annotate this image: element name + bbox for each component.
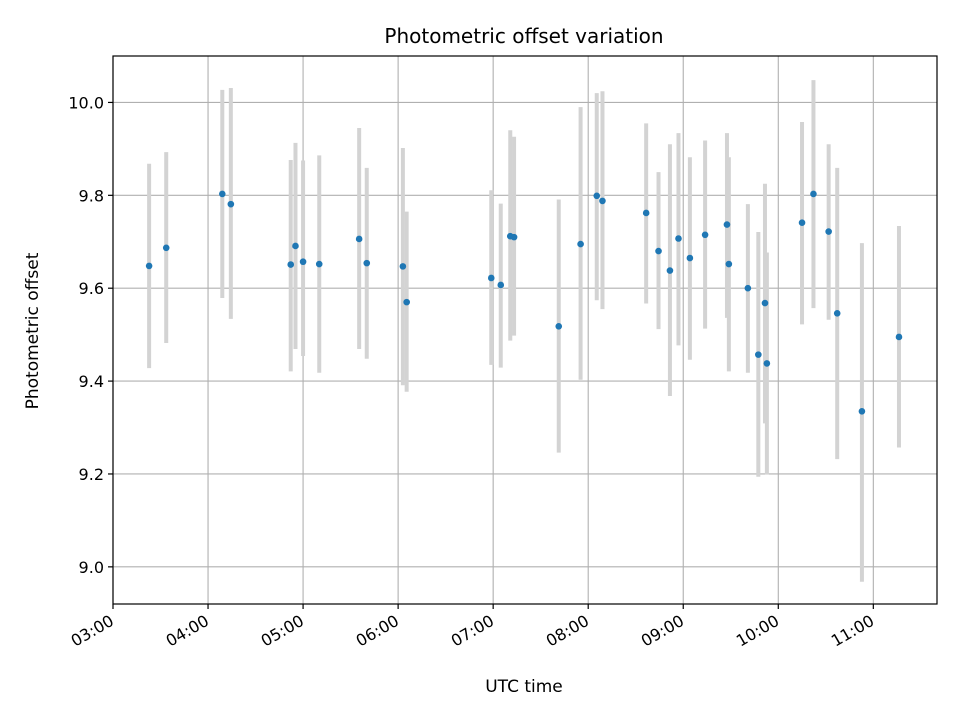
data-point — [555, 322, 563, 330]
data-point — [599, 197, 606, 205]
data-point — [299, 258, 307, 266]
data-point — [510, 233, 518, 241]
data-point — [577, 240, 584, 248]
data-point — [363, 259, 371, 267]
data-point — [725, 260, 733, 268]
data-point — [497, 281, 505, 289]
data-point — [723, 221, 731, 228]
data-points — [145, 190, 903, 415]
data-point — [858, 407, 866, 415]
y-tick-label: 9.4 — [79, 372, 104, 391]
data-point — [744, 284, 752, 292]
y-tick-label: 9.0 — [79, 558, 104, 577]
data-point — [399, 263, 407, 270]
data-point — [761, 299, 769, 307]
y-tick-label: 9.8 — [79, 186, 104, 205]
data-point — [755, 351, 762, 358]
data-point — [487, 274, 495, 282]
y-axis-ticks: 9.0 9.2 9.4 9.6 9.8 10.0 — [68, 93, 113, 577]
data-point — [315, 260, 323, 268]
data-point — [798, 219, 806, 227]
data-point — [675, 235, 682, 242]
data-point — [355, 235, 363, 243]
data-point — [403, 298, 410, 306]
x-axis-title: UTC time — [485, 677, 563, 697]
data-point — [833, 309, 841, 317]
chart-title: Photometric offset variation — [384, 24, 663, 48]
data-point — [227, 200, 235, 208]
plot-area-frame — [112, 55, 938, 605]
data-point — [145, 262, 153, 270]
y-tick-label: 9.2 — [79, 465, 104, 484]
data-point — [895, 333, 903, 341]
data-point — [810, 190, 817, 198]
data-point — [287, 261, 295, 268]
y-axis-title: Photometric offset — [23, 252, 43, 409]
y-tick-label: 10.0 — [68, 93, 104, 112]
data-point — [701, 231, 709, 239]
data-point — [218, 190, 226, 198]
data-point — [292, 242, 299, 250]
data-point — [763, 360, 771, 367]
data-point — [825, 228, 832, 235]
data-point — [686, 254, 694, 262]
data-point — [655, 247, 662, 255]
data-point — [162, 244, 170, 252]
data-point — [642, 209, 650, 217]
y-tick-label: 9.6 — [79, 279, 104, 298]
data-point — [666, 267, 674, 274]
data-point — [593, 192, 601, 200]
